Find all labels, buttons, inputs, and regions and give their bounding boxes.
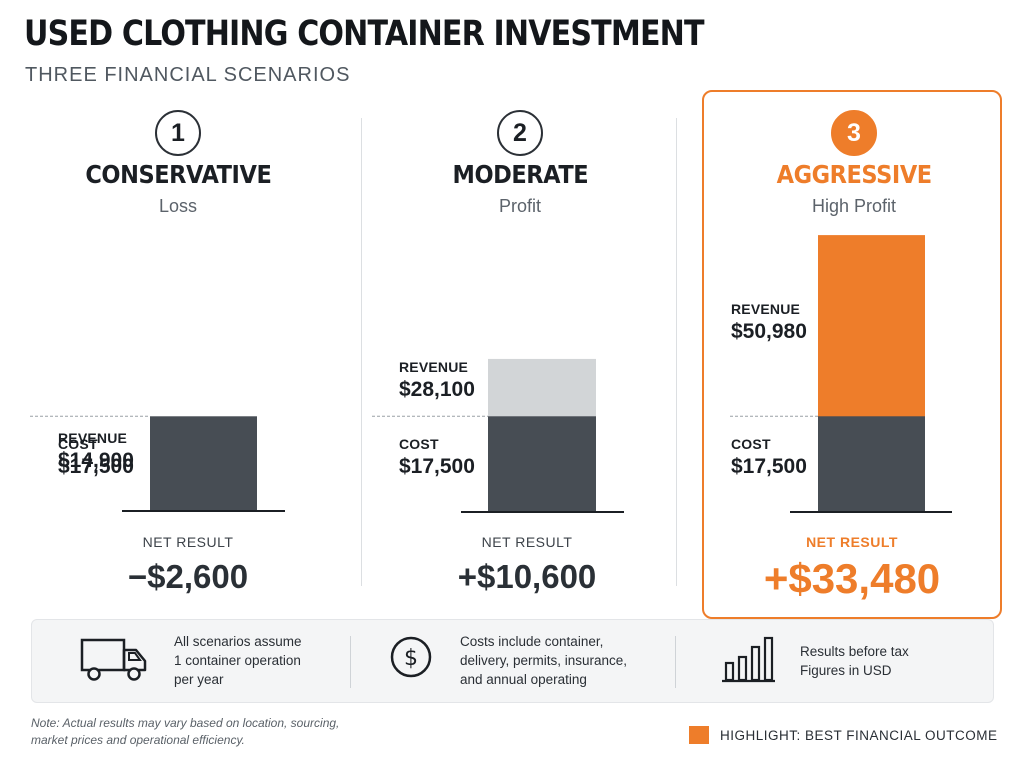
panel-divider (361, 118, 362, 586)
cost-bar (150, 416, 257, 511)
bar-chart-icon (722, 636, 775, 683)
cost-bar (818, 416, 925, 511)
revenue-label: REVENUE (399, 358, 469, 375)
scenario-chart (30, 415, 285, 512)
scenario-name: MODERATE (452, 160, 588, 189)
cost-value: $17,500 (731, 455, 807, 479)
info-divider (675, 636, 676, 688)
scenario-chart (372, 358, 624, 513)
net-result-label: NET RESULT (142, 534, 234, 550)
scenario-number-badge: 1 (155, 110, 201, 156)
legend-text: HIGHLIGHT: BEST FINANCIAL OUTCOME (720, 728, 998, 743)
revenue-value: $14,900 (58, 449, 134, 473)
costs-text: Costs include container, delivery, permi… (460, 634, 628, 687)
net-result-label: NET RESULT (481, 534, 573, 550)
scenario-name: AGGRESSIVE (776, 160, 932, 189)
cost-value: $17,500 (58, 455, 134, 479)
scenario-panel-conservative: 1 CONSERVATIVE Loss REVENUE $14,900 COST… (28, 100, 328, 600)
page-subtitle: THREE FINANCIAL SCENARIOS (25, 64, 351, 86)
revenue-value: $28,100 (399, 377, 475, 401)
truck-icon (80, 638, 147, 681)
cost-label: COST (58, 436, 98, 453)
scenario-number-badge: 3 (831, 110, 877, 156)
net-result-label: NET RESULT (806, 534, 898, 550)
scenario-panel-moderate: 2 MODERATE Profit REVENUE $28,100 COST $… (370, 100, 670, 600)
info-divider (350, 636, 351, 688)
page-title: USED CLOTHING CONTAINER INVESTMENT (24, 14, 705, 54)
net-result-value: −$2,600 (127, 558, 249, 595)
dollar-circle-icon: $ (390, 636, 432, 678)
legend-swatch (689, 726, 709, 744)
footnote: Note: Actual results may vary based on l… (31, 716, 340, 747)
assumptions-info-box: All scenarios assume 1 container operati… (31, 619, 994, 703)
results-text: Results before tax Figures in USD (800, 644, 909, 678)
revenue-label: REVENUE (58, 430, 128, 447)
scenario-name: CONSERVATIVE (84, 160, 272, 189)
assumption-text: All scenarios assume 1 container operati… (174, 634, 302, 687)
scenario-chart (730, 235, 952, 513)
scenario-kind: Loss (158, 196, 198, 216)
panel-divider (676, 118, 677, 586)
scenario-panel-aggressive: 3 AGGRESSIVE High Profit REVENUE $50,980… (702, 100, 1002, 602)
net-result-value: +$10,600 (457, 558, 597, 595)
scenario-number-badge: 2 (497, 110, 543, 156)
net-result-value: +$33,480 (763, 555, 941, 602)
cost-bar (488, 416, 596, 511)
scenario-kind: High Profit (811, 196, 897, 216)
revenue-label: REVENUE (731, 301, 801, 318)
cost-label: COST (399, 436, 439, 453)
cost-label: COST (731, 436, 771, 453)
revenue-value: $50,980 (731, 320, 807, 344)
svg-text:$: $ (404, 646, 418, 671)
scenario-kind: Profit (498, 196, 541, 216)
cost-value: $17,500 (399, 455, 475, 479)
